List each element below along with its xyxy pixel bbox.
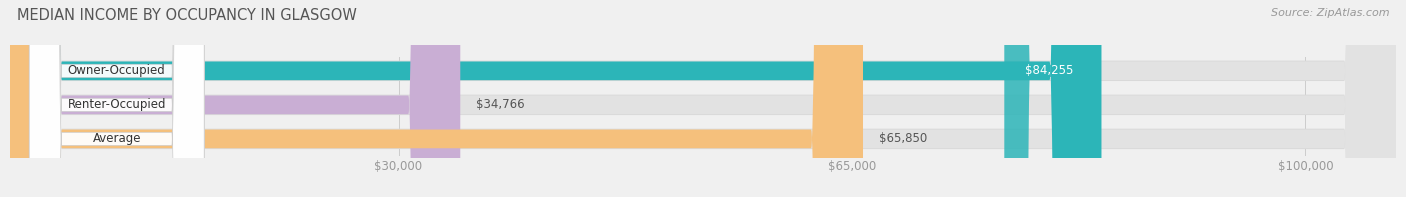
FancyBboxPatch shape xyxy=(30,0,204,197)
FancyBboxPatch shape xyxy=(10,0,1396,197)
FancyBboxPatch shape xyxy=(1004,0,1095,197)
Text: $65,850: $65,850 xyxy=(879,132,927,145)
FancyBboxPatch shape xyxy=(30,0,204,197)
Text: Source: ZipAtlas.com: Source: ZipAtlas.com xyxy=(1271,8,1389,18)
Text: $34,766: $34,766 xyxy=(475,98,524,111)
FancyBboxPatch shape xyxy=(10,0,1101,197)
Text: Renter-Occupied: Renter-Occupied xyxy=(67,98,166,111)
Text: Owner-Occupied: Owner-Occupied xyxy=(67,64,166,77)
FancyBboxPatch shape xyxy=(30,0,204,197)
FancyBboxPatch shape xyxy=(10,0,1396,197)
FancyBboxPatch shape xyxy=(10,0,1396,197)
Text: MEDIAN INCOME BY OCCUPANCY IN GLASGOW: MEDIAN INCOME BY OCCUPANCY IN GLASGOW xyxy=(17,8,357,23)
FancyBboxPatch shape xyxy=(10,0,1396,197)
Text: $84,255: $84,255 xyxy=(1025,64,1074,77)
Text: Average: Average xyxy=(93,132,141,145)
FancyBboxPatch shape xyxy=(10,0,1396,197)
FancyBboxPatch shape xyxy=(10,0,1396,197)
FancyBboxPatch shape xyxy=(10,0,863,197)
FancyBboxPatch shape xyxy=(10,0,460,197)
